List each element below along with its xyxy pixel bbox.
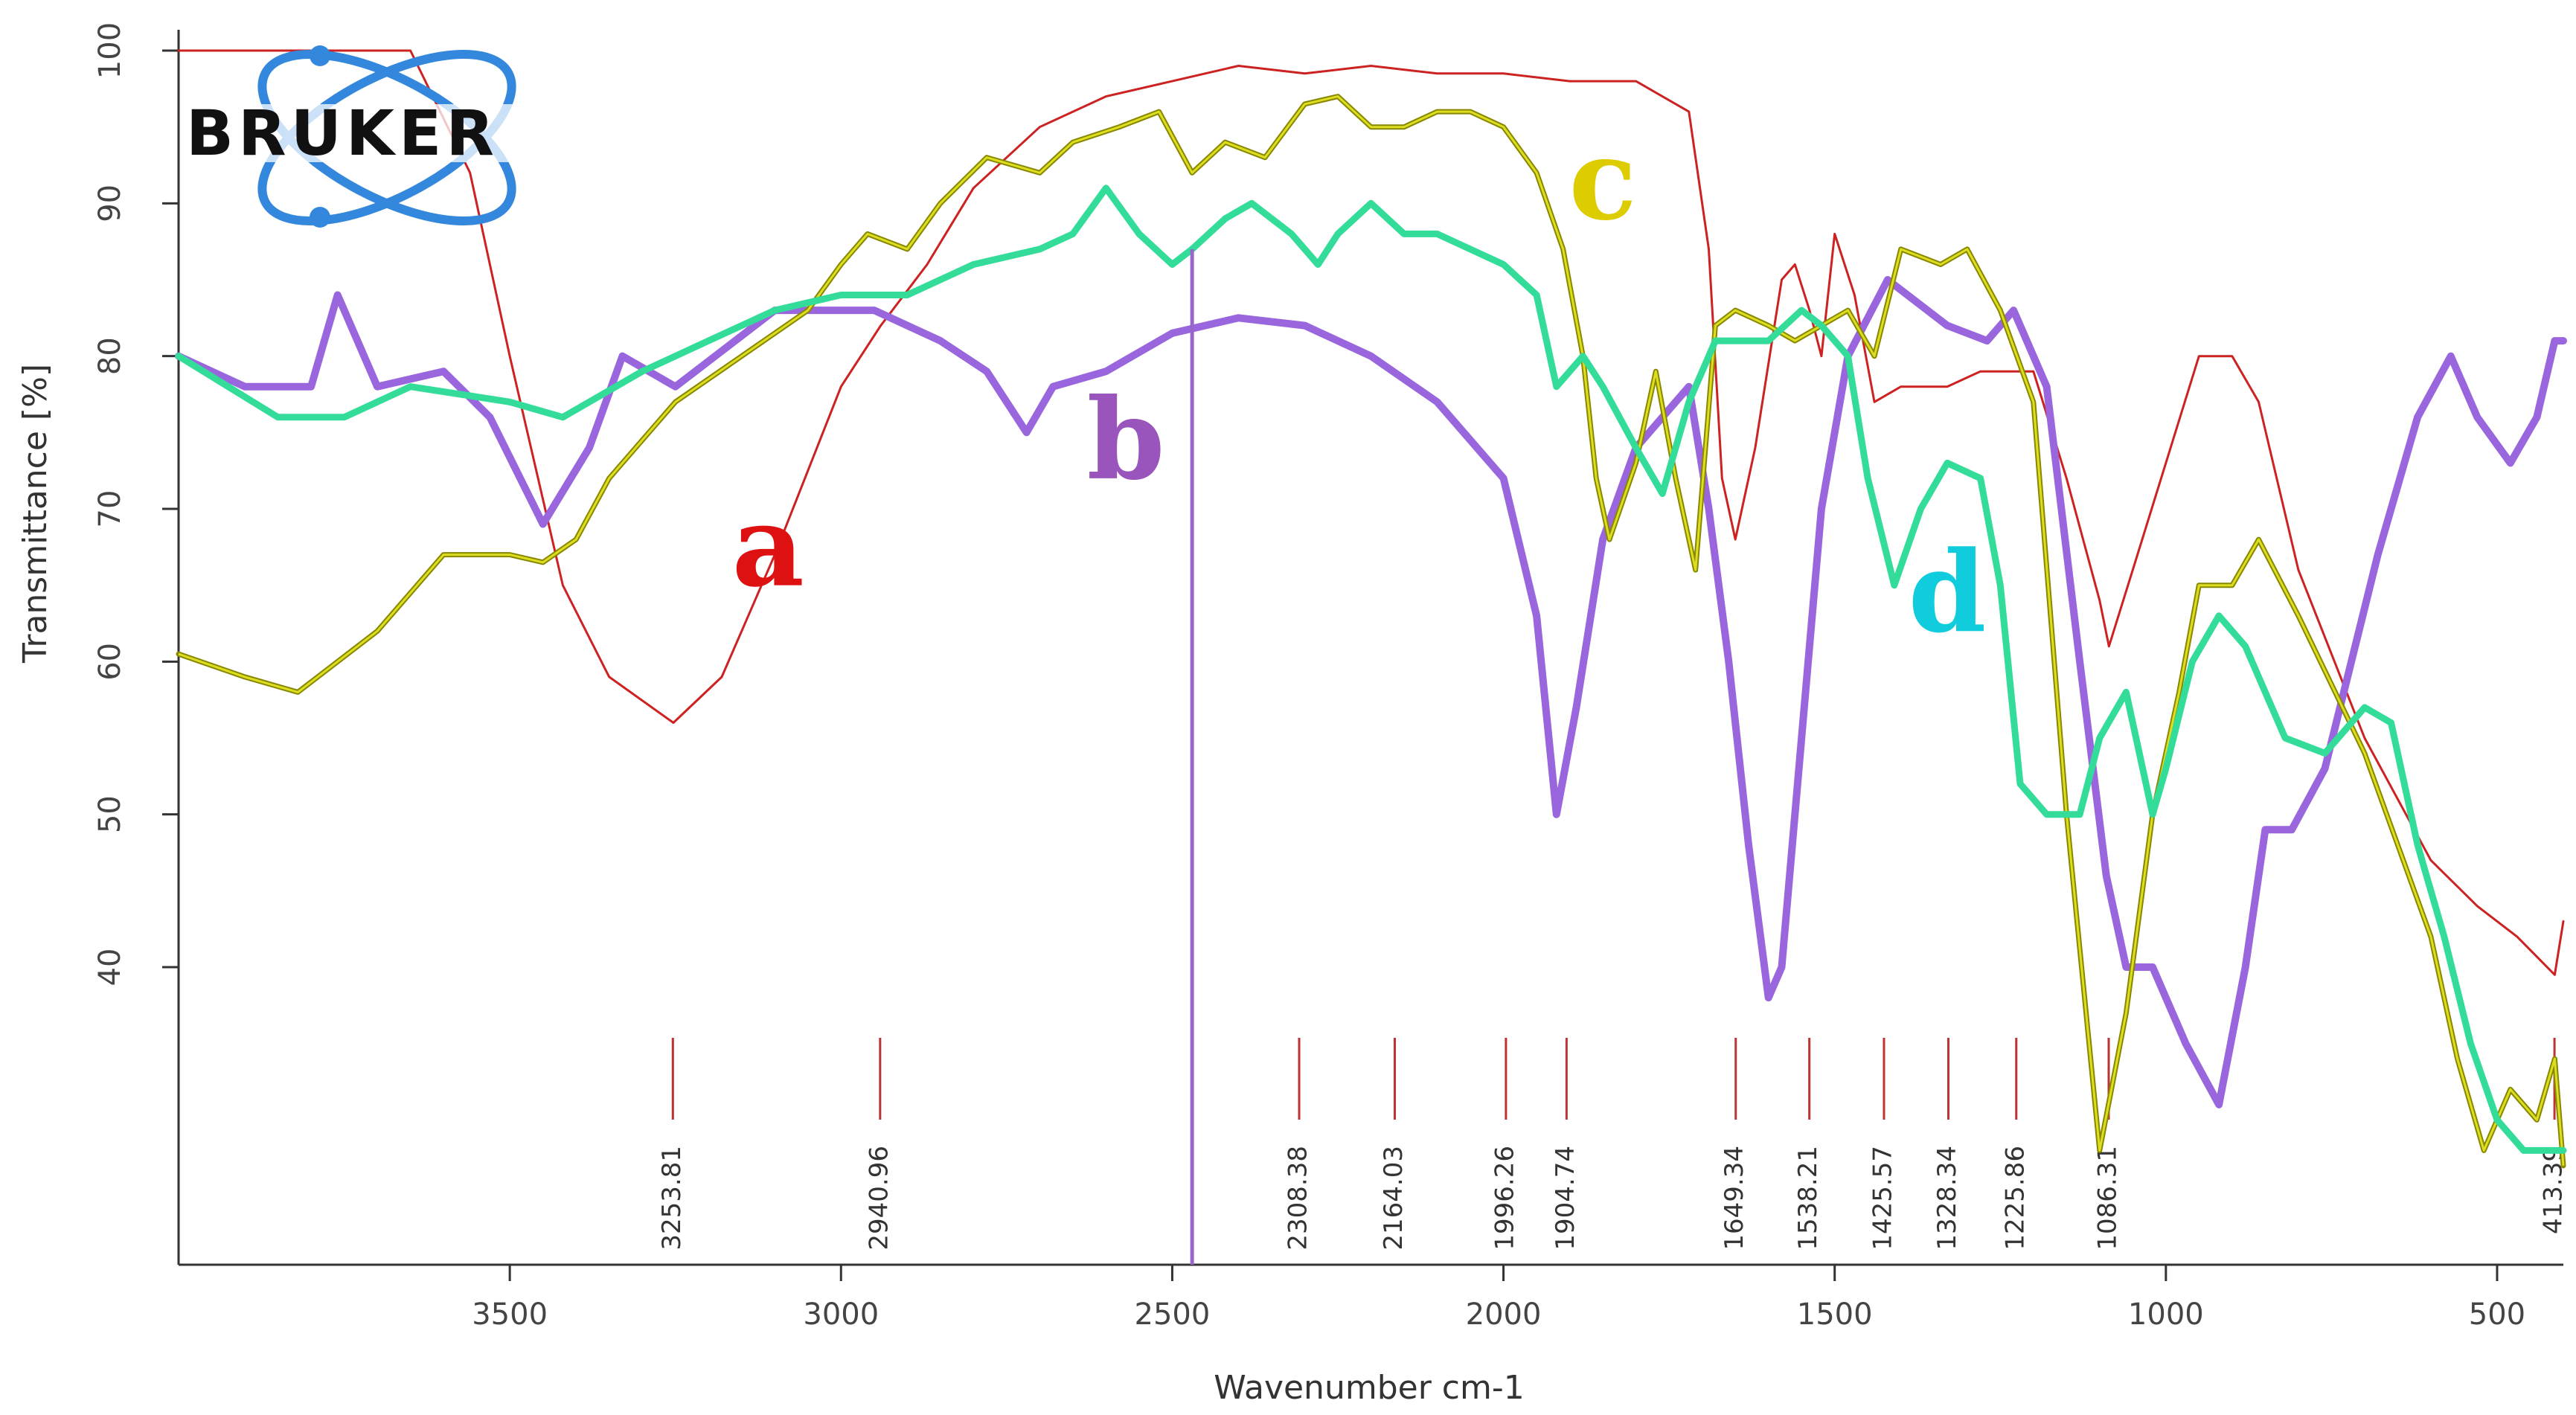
x-tick-label: 3000 bbox=[803, 1297, 879, 1332]
x-axis-title: Wavenumber cm-1 bbox=[1214, 1369, 1524, 1407]
peak-marker-label: 1086.31 bbox=[2092, 1146, 2122, 1251]
y-axis-ticks: 40 50 60 70 80 90 100 bbox=[93, 22, 179, 986]
y-tick-label: 40 bbox=[93, 949, 127, 986]
x-tick-label: 1000 bbox=[2128, 1297, 2204, 1332]
y-tick-label: 90 bbox=[93, 185, 127, 222]
x-tick-label: 2000 bbox=[1466, 1297, 1542, 1332]
y-axis-title: Transmittance [%] bbox=[16, 364, 54, 664]
peak-marker-label: 1328.34 bbox=[1932, 1146, 1962, 1251]
series-line-b bbox=[175, 276, 2567, 1108]
curve-labels: a b c d bbox=[732, 115, 1987, 658]
x-tick-label: 3500 bbox=[472, 1297, 548, 1332]
peak-marker-label: 3253.81 bbox=[657, 1146, 687, 1251]
x-tick-label: 1500 bbox=[1797, 1297, 1873, 1332]
peak-marker-label: 1425.57 bbox=[1868, 1146, 1897, 1251]
peak-markers: 3253.81 2940.96 2308.38 2164.03 1996.26 1904.… bbox=[657, 1038, 2569, 1251]
x-tick-label: 500 bbox=[2469, 1297, 2525, 1332]
peak-marker-label: 1538.21 bbox=[1793, 1146, 1823, 1251]
series-line-a bbox=[177, 49, 2565, 976]
y-tick-label: 60 bbox=[93, 643, 127, 681]
y-tick-label: 80 bbox=[93, 337, 127, 375]
logo-orbit-1 bbox=[257, 50, 516, 225]
peak-marker-label: 2940.96 bbox=[864, 1146, 894, 1251]
x-tick-label: 2500 bbox=[1135, 1297, 1211, 1332]
series-line-d bbox=[175, 185, 2567, 1154]
peak-marker-label: 1904.74 bbox=[1551, 1146, 1580, 1251]
peak-marker-label: 2308.38 bbox=[1284, 1146, 1313, 1251]
series-line-c-highlight bbox=[178, 95, 2565, 1167]
peak-marker-label: 1649.34 bbox=[1720, 1146, 1749, 1251]
curve-label-b: b bbox=[1087, 374, 1165, 505]
y-tick-label: 100 bbox=[93, 22, 127, 79]
curve-label-d: d bbox=[1909, 527, 1987, 658]
y-tick-label: 50 bbox=[93, 795, 127, 833]
curve-label-c: c bbox=[1569, 115, 1636, 246]
peak-marker-label: 2164.03 bbox=[1379, 1146, 1409, 1251]
curve-label-a: a bbox=[732, 481, 804, 612]
y-tick-label: 70 bbox=[93, 490, 127, 528]
logo-text: BRUKER bbox=[186, 97, 499, 170]
logo-dot-bottom bbox=[310, 207, 330, 228]
logo-dot-top bbox=[310, 45, 330, 66]
peak-marker-label: 1225.86 bbox=[2000, 1146, 2030, 1251]
peak-marker-label: 1996.26 bbox=[1490, 1146, 1519, 1251]
series-lines bbox=[175, 49, 2567, 1169]
bruker-logo: BRUKER bbox=[182, 45, 584, 228]
logo-text-backdrop bbox=[182, 104, 584, 162]
logo-orbit-2 bbox=[257, 50, 516, 225]
x-axis-ticks: 3500 3000 2500 2000 1500 1000 500 bbox=[472, 1265, 2525, 1332]
